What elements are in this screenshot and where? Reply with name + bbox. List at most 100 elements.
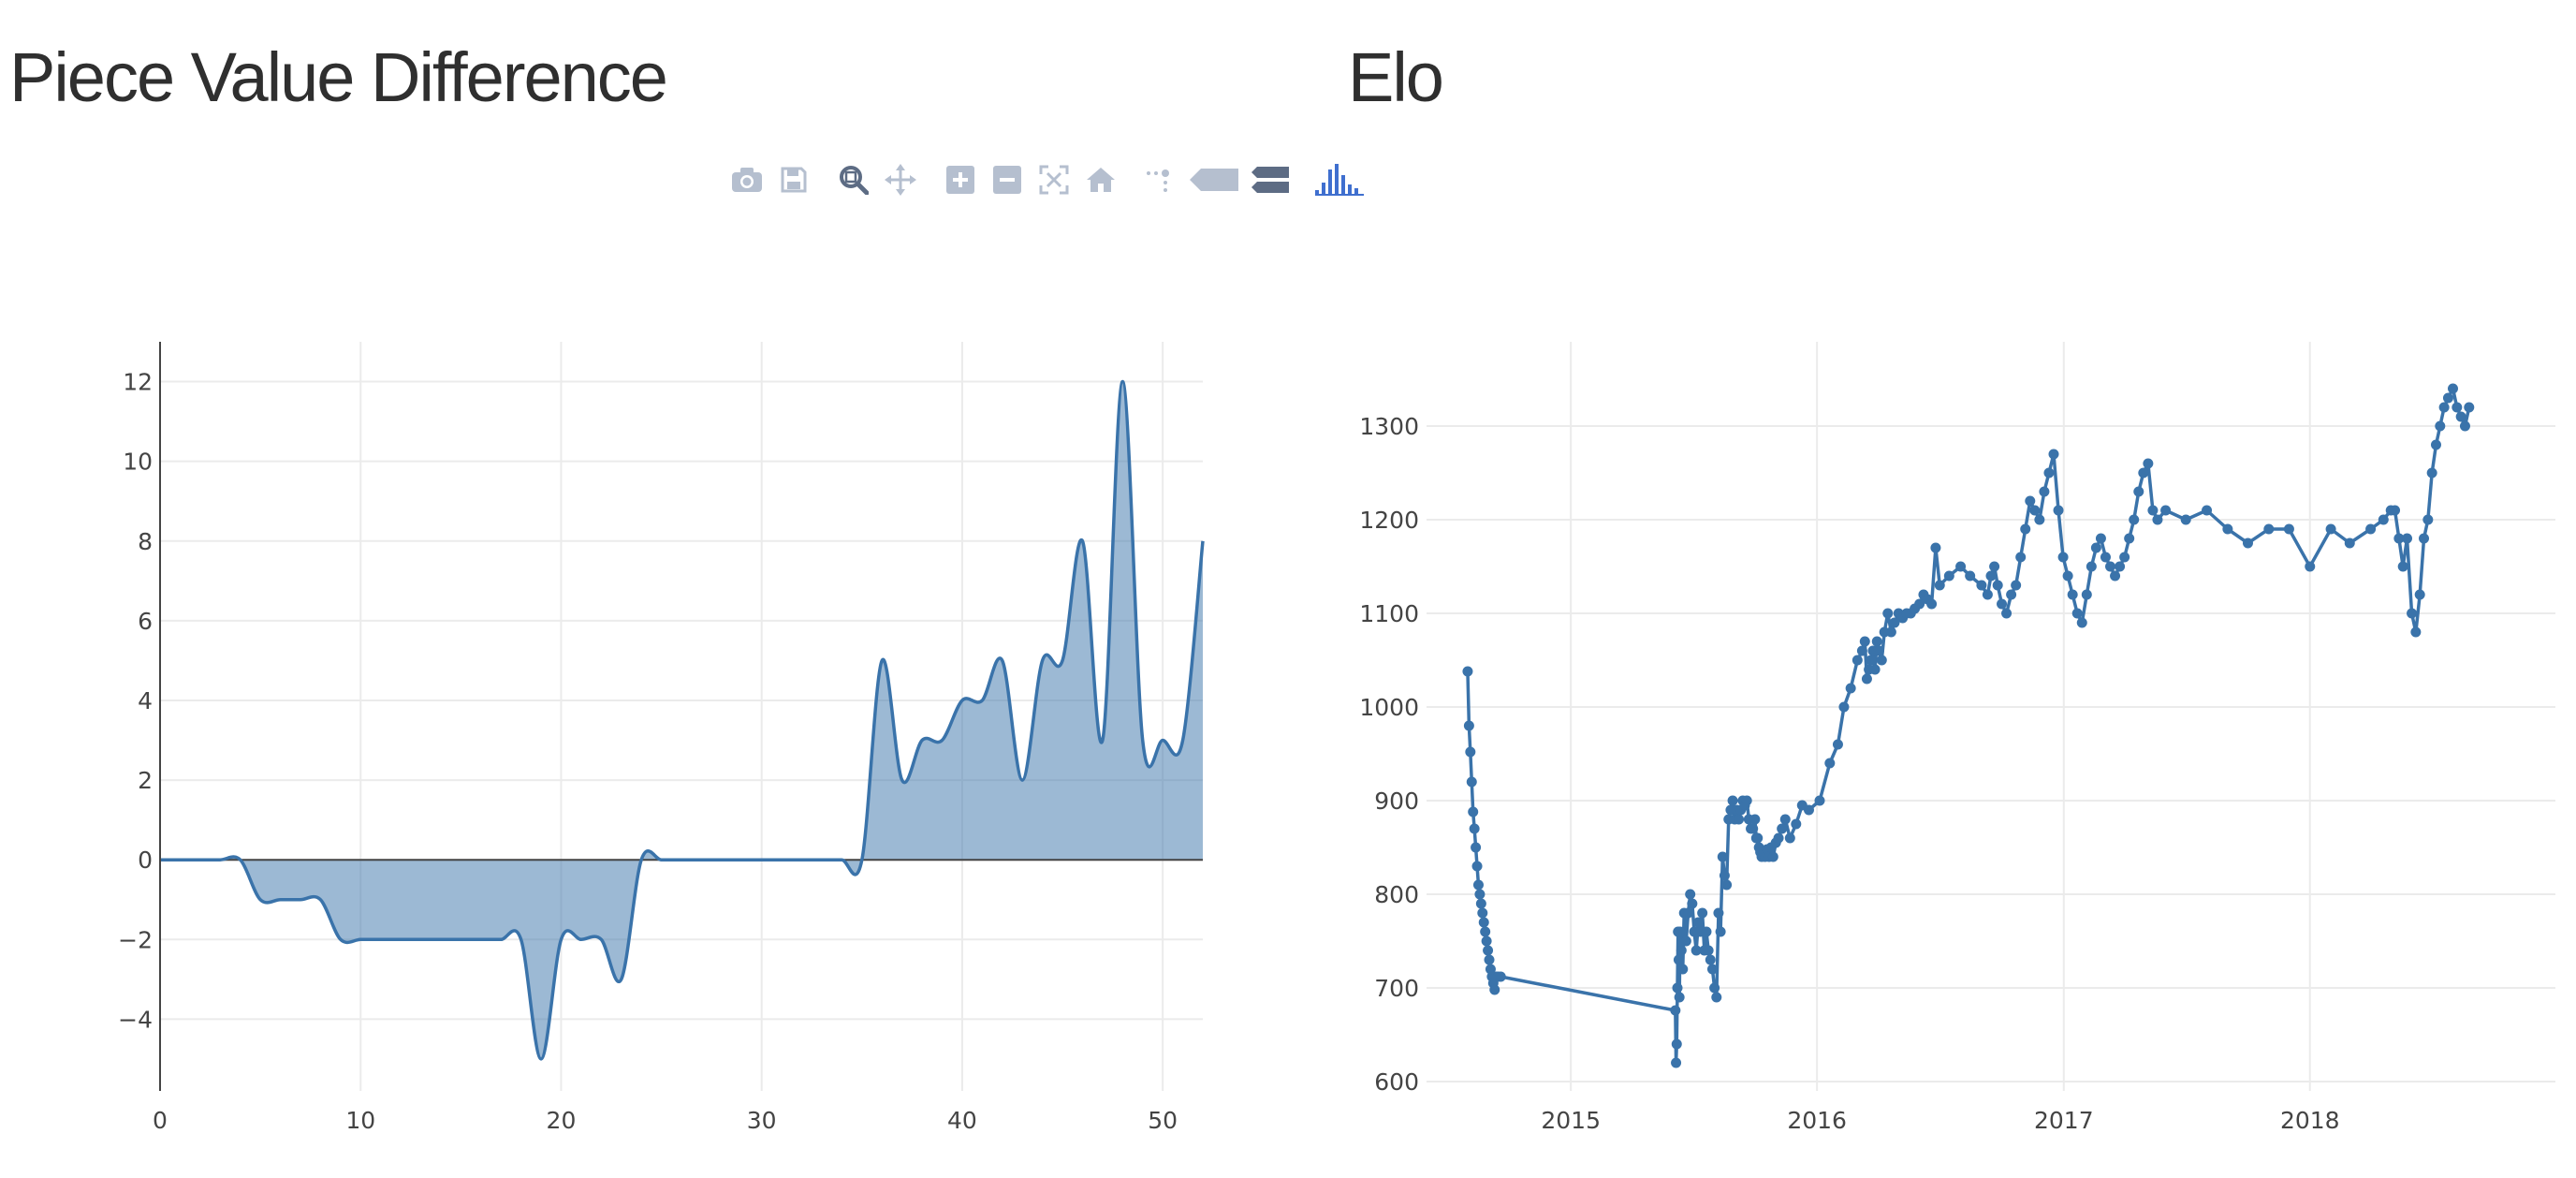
hover-compare-icon[interactable]: [1249, 161, 1292, 199]
elo-data-point: [1705, 954, 1716, 965]
elo-data-point: [2152, 514, 2163, 525]
elo-data-point: [1943, 570, 1954, 582]
elo-data-point: [2452, 402, 2463, 413]
elo-data-point: [2160, 505, 2172, 516]
elo-data-point: [1484, 954, 1495, 965]
save-icon[interactable]: [775, 161, 812, 199]
pvd-data-point: [1042, 659, 1044, 661]
pvd-data-point: [942, 740, 944, 742]
elo-data-point: [2124, 533, 2135, 544]
pvd-x-tick-label: 30: [747, 1107, 777, 1134]
elo-data-point: [1463, 720, 1474, 731]
elo-data-point: [1861, 673, 1872, 685]
pvd-data-point: [1162, 740, 1164, 742]
camera-icon[interactable]: [728, 161, 766, 199]
elo-data-point: [1934, 580, 1945, 591]
pvd-data-point: [580, 938, 582, 940]
elo-data-point: [1773, 832, 1784, 844]
elo-data-point: [2305, 561, 2316, 572]
elo-data-point: [1779, 814, 1791, 825]
pvd-y-tick-label: 0: [138, 847, 153, 874]
elo-data-point: [1697, 907, 1708, 919]
pvd-y-tick-label: 10: [123, 449, 153, 476]
elo-data-point: [2129, 514, 2140, 525]
elo-data-point: [1926, 598, 1938, 610]
elo-data-point: [1462, 666, 1473, 677]
elo-x-tick-label: 2018: [2280, 1107, 2340, 1134]
pvd-data-point: [1142, 740, 1144, 742]
elo-data-point: [2086, 561, 2097, 572]
pvd-data-point: [801, 859, 803, 861]
elo-data-point: [1475, 898, 1486, 909]
elo-data-point: [2110, 570, 2121, 582]
elo-data-point: [1495, 971, 1506, 982]
elo-data-point: [1680, 935, 1691, 947]
pvd-data-point: [761, 859, 763, 861]
hover-closest-icon[interactable]: [1189, 161, 1239, 199]
pvd-data-point: [921, 740, 923, 742]
elo-data-point: [2053, 505, 2064, 516]
elo-x-tick-label: 2016: [1787, 1107, 1847, 1134]
pvd-data-point: [300, 899, 301, 901]
elo-data-point: [2447, 383, 2458, 394]
elo-chart[interactable]: 2015 2016 2017 2018 600 700 800 900 1000 1100 1200…: [1359, 342, 2555, 1134]
pvd-data-point: [520, 938, 522, 940]
pvd-data-point: [440, 938, 442, 940]
pvd-data-point: [1081, 540, 1083, 542]
piece-value-chart[interactable]: 0 10 20 30 40 50 −4 −2 0 2 4 6 8 10 12: [118, 342, 1205, 1134]
pan-icon[interactable]: [882, 161, 919, 199]
spike-lines-icon[interactable]: [1142, 161, 1179, 199]
pvd-data-point: [240, 859, 242, 861]
elo-data-point: [1468, 806, 1479, 817]
zoom-out-icon[interactable]: [988, 161, 1026, 199]
pvd-y-tick-label: 2: [138, 767, 153, 794]
elo-data-point: [1690, 945, 1702, 956]
home-icon[interactable]: [1082, 161, 1120, 199]
elo-data-point: [1465, 746, 1476, 758]
elo-data-point: [2020, 523, 2031, 535]
elo-data-point: [1685, 889, 1696, 900]
elo-data-point: [1674, 992, 1685, 1003]
elo-data-point: [1869, 664, 1881, 675]
elo-y-tick-label: 700: [1374, 975, 1419, 1002]
elo-data-point: [2133, 486, 2144, 497]
elo-data-point: [1749, 814, 1761, 825]
elo-data-point: [1914, 598, 1925, 610]
pvd-y-tick-label: 12: [123, 369, 153, 396]
zoom-icon[interactable]: [835, 161, 872, 199]
elo-data-point: [1803, 804, 1814, 816]
elo-data-point: [2397, 561, 2408, 572]
pvd-data-point: [1021, 779, 1023, 781]
elo-data-point: [2393, 533, 2405, 544]
elo-data-point: [1955, 561, 1967, 572]
elo-data-point: [2071, 608, 2083, 619]
elo-data-point: [1814, 795, 1825, 806]
elo-data-point: [1838, 701, 1850, 713]
pvd-data-point: [721, 859, 723, 861]
elo-data-point: [2222, 523, 2233, 535]
elo-y-tick-label: 1300: [1359, 413, 1419, 440]
elo-data-point: [2435, 420, 2446, 432]
elo-data-point: [2442, 392, 2453, 404]
pvd-x-tick-label: 0: [153, 1107, 168, 1134]
elo-data-point: [1675, 926, 1686, 937]
pvd-x-tick-label: 10: [345, 1107, 375, 1134]
autoscale-icon[interactable]: [1035, 161, 1073, 199]
elo-data-point: [1717, 851, 1728, 862]
elo-data-point: [2100, 552, 2111, 563]
plotly-logo-icon[interactable]: [1314, 161, 1365, 199]
pvd-data-point: [340, 938, 342, 940]
pvd-data-point: [1182, 740, 1184, 742]
zoom-in-icon[interactable]: [942, 161, 979, 199]
pvd-data-point: [280, 899, 282, 901]
pvd-data-point: [560, 938, 562, 940]
pvd-data-point: [359, 938, 361, 940]
elo-data-point: [1676, 945, 1687, 956]
elo-data-point: [1997, 598, 2008, 610]
elo-y-tick-label: 600: [1374, 1068, 1419, 1096]
elo-data-point: [1670, 1005, 1681, 1016]
pvd-area-fill: [160, 381, 1203, 1059]
elo-data-point: [2402, 533, 2413, 544]
pvd-data-point: [1202, 540, 1204, 542]
elo-data-point: [2081, 589, 2092, 600]
